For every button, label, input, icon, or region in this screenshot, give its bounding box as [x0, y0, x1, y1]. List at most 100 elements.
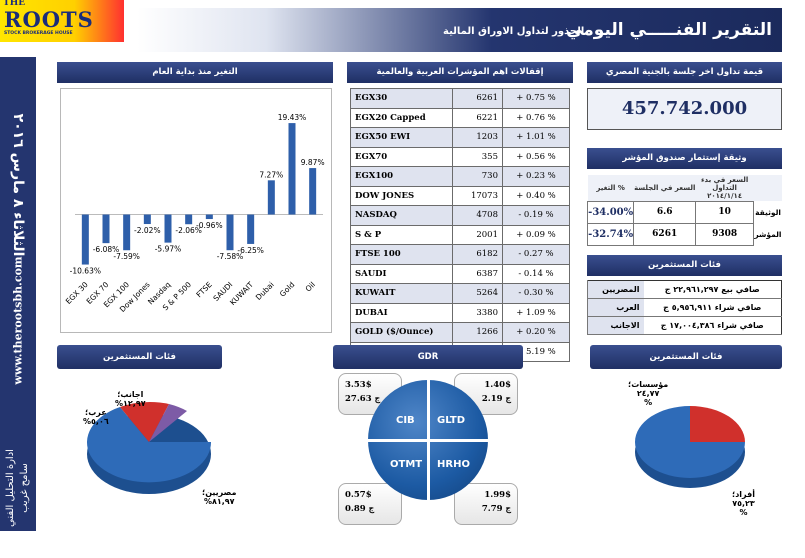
index-row: EGX100 730 + 0.23 % — [350, 166, 570, 187]
bar-gold — [288, 123, 296, 215]
gdr-panel: 3.53$ 27.63 ج 1.40$ 2.19 ج 0.57$ 0.89 ج 1.9… — [333, 368, 523, 528]
fund-head-change: التغير % — [587, 175, 634, 201]
index-value: 2001 — [452, 224, 503, 245]
investors-table: المصريين صافي بيع ٢٢,٩٦١,٢٩٧ ج العرب صاف… — [587, 280, 782, 335]
index-row: DOW JONES 17073 + 0.40 % — [350, 185, 570, 206]
index-change: + 0.23 % — [502, 166, 570, 187]
analyst-name: سامح غريب — [19, 463, 30, 513]
fund-doc-close: 6.6 — [633, 200, 697, 224]
logo-small-text: THE — [3, 0, 26, 8]
indices-table: EGX30 6261 + 0.75 % EGX20 Capped 6221 + 0.76 … — [350, 88, 570, 362]
bar-value-label: -2.06% — [175, 226, 202, 235]
title-banner: الجذور لتداول الاوراق المالية التقرير ال… — [137, 8, 782, 52]
investor-foreign-label: الاجانب — [587, 316, 644, 335]
bar-value-label: -6.08% — [93, 245, 120, 254]
fund-index-label: المؤشر — [754, 229, 782, 239]
investor-arab-value: صافي شراء ٥,٩٥٦,٩١١ ج — [643, 298, 782, 317]
fund-table: التغير % السعر في الجلسة السعر في بدء ال… — [586, 175, 782, 246]
bar-value-label: -6.25% — [237, 246, 264, 255]
pie-slice-institutions — [690, 406, 745, 442]
gdr-label-cib: CIB — [396, 415, 415, 426]
pie-label-individuals: أفراد؛ ٧٥,٢٣% — [732, 490, 756, 517]
investor-foreign-value: صافي شراء ١٧,٠٠٤,٣٨٦ ج — [643, 316, 782, 335]
gdr-otmt-box: 0.57$ 0.89 ج — [338, 483, 402, 525]
index-change: + 0.75 % — [502, 88, 570, 109]
bar-value-label: 19.43% — [278, 113, 307, 122]
fund-doc-change: -34.00% — [586, 200, 635, 224]
investor-egyptian-label: المصريين — [587, 280, 644, 299]
index-change: + 1.09 % — [502, 302, 570, 323]
bar-egx-100 — [123, 214, 131, 251]
index-name: DOW JONES — [350, 185, 453, 206]
ytd-change-chart: -10.63% EGX 30 -6.08% EGX 70 -7.59% EGX 100 -2… — [60, 88, 332, 333]
investor-arab-label: العرب — [587, 298, 644, 317]
fund-index-close: 6261 — [633, 222, 697, 246]
index-row: GOLD ($/Ounce) 1266 + 0.20 % — [350, 322, 570, 343]
index-change: - 0.14 % — [502, 263, 570, 284]
bar-value-label: -7.59% — [113, 252, 140, 261]
index-name: DUBAI — [350, 302, 453, 323]
index-value: 6387 — [452, 263, 503, 284]
index-value: 1203 — [452, 127, 503, 148]
index-change: + 1.01 % — [502, 127, 570, 148]
bar-dubai — [267, 180, 275, 215]
index-value: 6221 — [452, 107, 503, 128]
investors-header: فئات المستثمرين — [587, 255, 782, 276]
fund-header: وثيقة إستثمار صندوق المؤشر — [587, 148, 782, 169]
gdr-label-otmt: OTMT — [390, 459, 423, 470]
bar-ftse — [205, 214, 213, 220]
last-session-value: 457.742.000 — [587, 88, 782, 130]
index-row: EGX70 355 + 0.56 % — [350, 146, 570, 167]
gdr-hrho-box: 1.99$ 7.79 ج — [454, 483, 518, 525]
logo-name: ROOTS — [4, 7, 94, 32]
index-name: NASDAQ — [350, 205, 453, 226]
index-name: SAUDI — [350, 263, 453, 284]
index-change: + 0.76 % — [502, 107, 570, 128]
category-tick-label: Gold — [278, 280, 297, 299]
index-change: - 0.30 % — [502, 283, 570, 304]
index-name: EGX70 — [350, 146, 453, 167]
pie-label-egyptian: مصريين؛ ٨١,٩٧% — [202, 488, 237, 506]
fund-doc-label: الوثيقة — [755, 207, 781, 217]
fund-head-close: السعر في الجلسة — [633, 175, 696, 201]
investors-pie-left-header: فئات المستثمرين — [57, 345, 222, 369]
bar-value-label: -7.58% — [217, 252, 244, 261]
department-credit: ادارة التحليل الفني سامح غريب — [4, 418, 32, 558]
gdr-label-gltd: GLTD — [437, 415, 466, 426]
bar-value-label: -0.96% — [196, 221, 223, 230]
investors-pie-right-header: فئات المستثمرين — [590, 345, 782, 369]
bar-value-label: 7.27% — [259, 170, 283, 179]
bar-value-label: -2.02% — [134, 226, 161, 235]
indices-header: إقفالات اهم المؤشرات العربية والعالمية — [347, 62, 573, 83]
bar-kuwait — [247, 214, 255, 244]
index-value: 4708 — [452, 205, 503, 226]
investor-type-pie-svg — [635, 406, 745, 488]
index-row: SAUDI 6387- 0.14 % — [350, 263, 570, 284]
category-tick-label: KUWAIT — [228, 280, 255, 307]
index-value: 5264 — [452, 283, 503, 304]
investor-egyptian-value: صافي بيع ٢٢,٩٦١,٢٩٧ ج — [643, 280, 782, 299]
index-name: EGX50 EWI — [350, 127, 453, 148]
index-change: - 0.19 % — [502, 205, 570, 226]
website-link[interactable]: www.therootsbh.com — [11, 256, 25, 385]
gdr-label-hrho: HRHO — [437, 459, 470, 470]
index-row: EGX50 EWI 1203 + 1.01 % — [350, 127, 570, 148]
nationality-pie: اجانب؛ ١٢,٩٧% عرب؛ ٥,٠٦% مصريين؛ ٨١,٩٧% — [57, 370, 236, 525]
index-row: S & P 2001 + 0.09 % — [350, 224, 570, 245]
index-change: + 0.09 % — [502, 224, 570, 245]
fund-doc-start: 10 — [695, 200, 755, 224]
last-session-header: قيمة تداول اخر جلسة بالجنية المصري — [587, 62, 782, 83]
index-row: NASDAQ 4708- 0.19 % — [350, 205, 570, 226]
category-tick-label: Oil — [304, 280, 317, 293]
bar-value-label: 9.87% — [301, 158, 325, 167]
index-name: EGX100 — [350, 166, 453, 187]
pie-slice-foreign — [120, 402, 169, 442]
pie-label-arab: عرب؛ ٥,٠٦% — [83, 408, 109, 426]
index-value: 730 — [452, 166, 503, 187]
index-value: 17073 — [452, 185, 503, 206]
index-change: + 0.40 % — [502, 185, 570, 206]
pie-slice-egyptian — [87, 407, 212, 483]
company-logo: THE ROOTS STOCK BROKERAGE HOUSE — [0, 0, 124, 42]
index-value: 1266 — [452, 322, 503, 343]
index-value: 6182 — [452, 244, 503, 265]
